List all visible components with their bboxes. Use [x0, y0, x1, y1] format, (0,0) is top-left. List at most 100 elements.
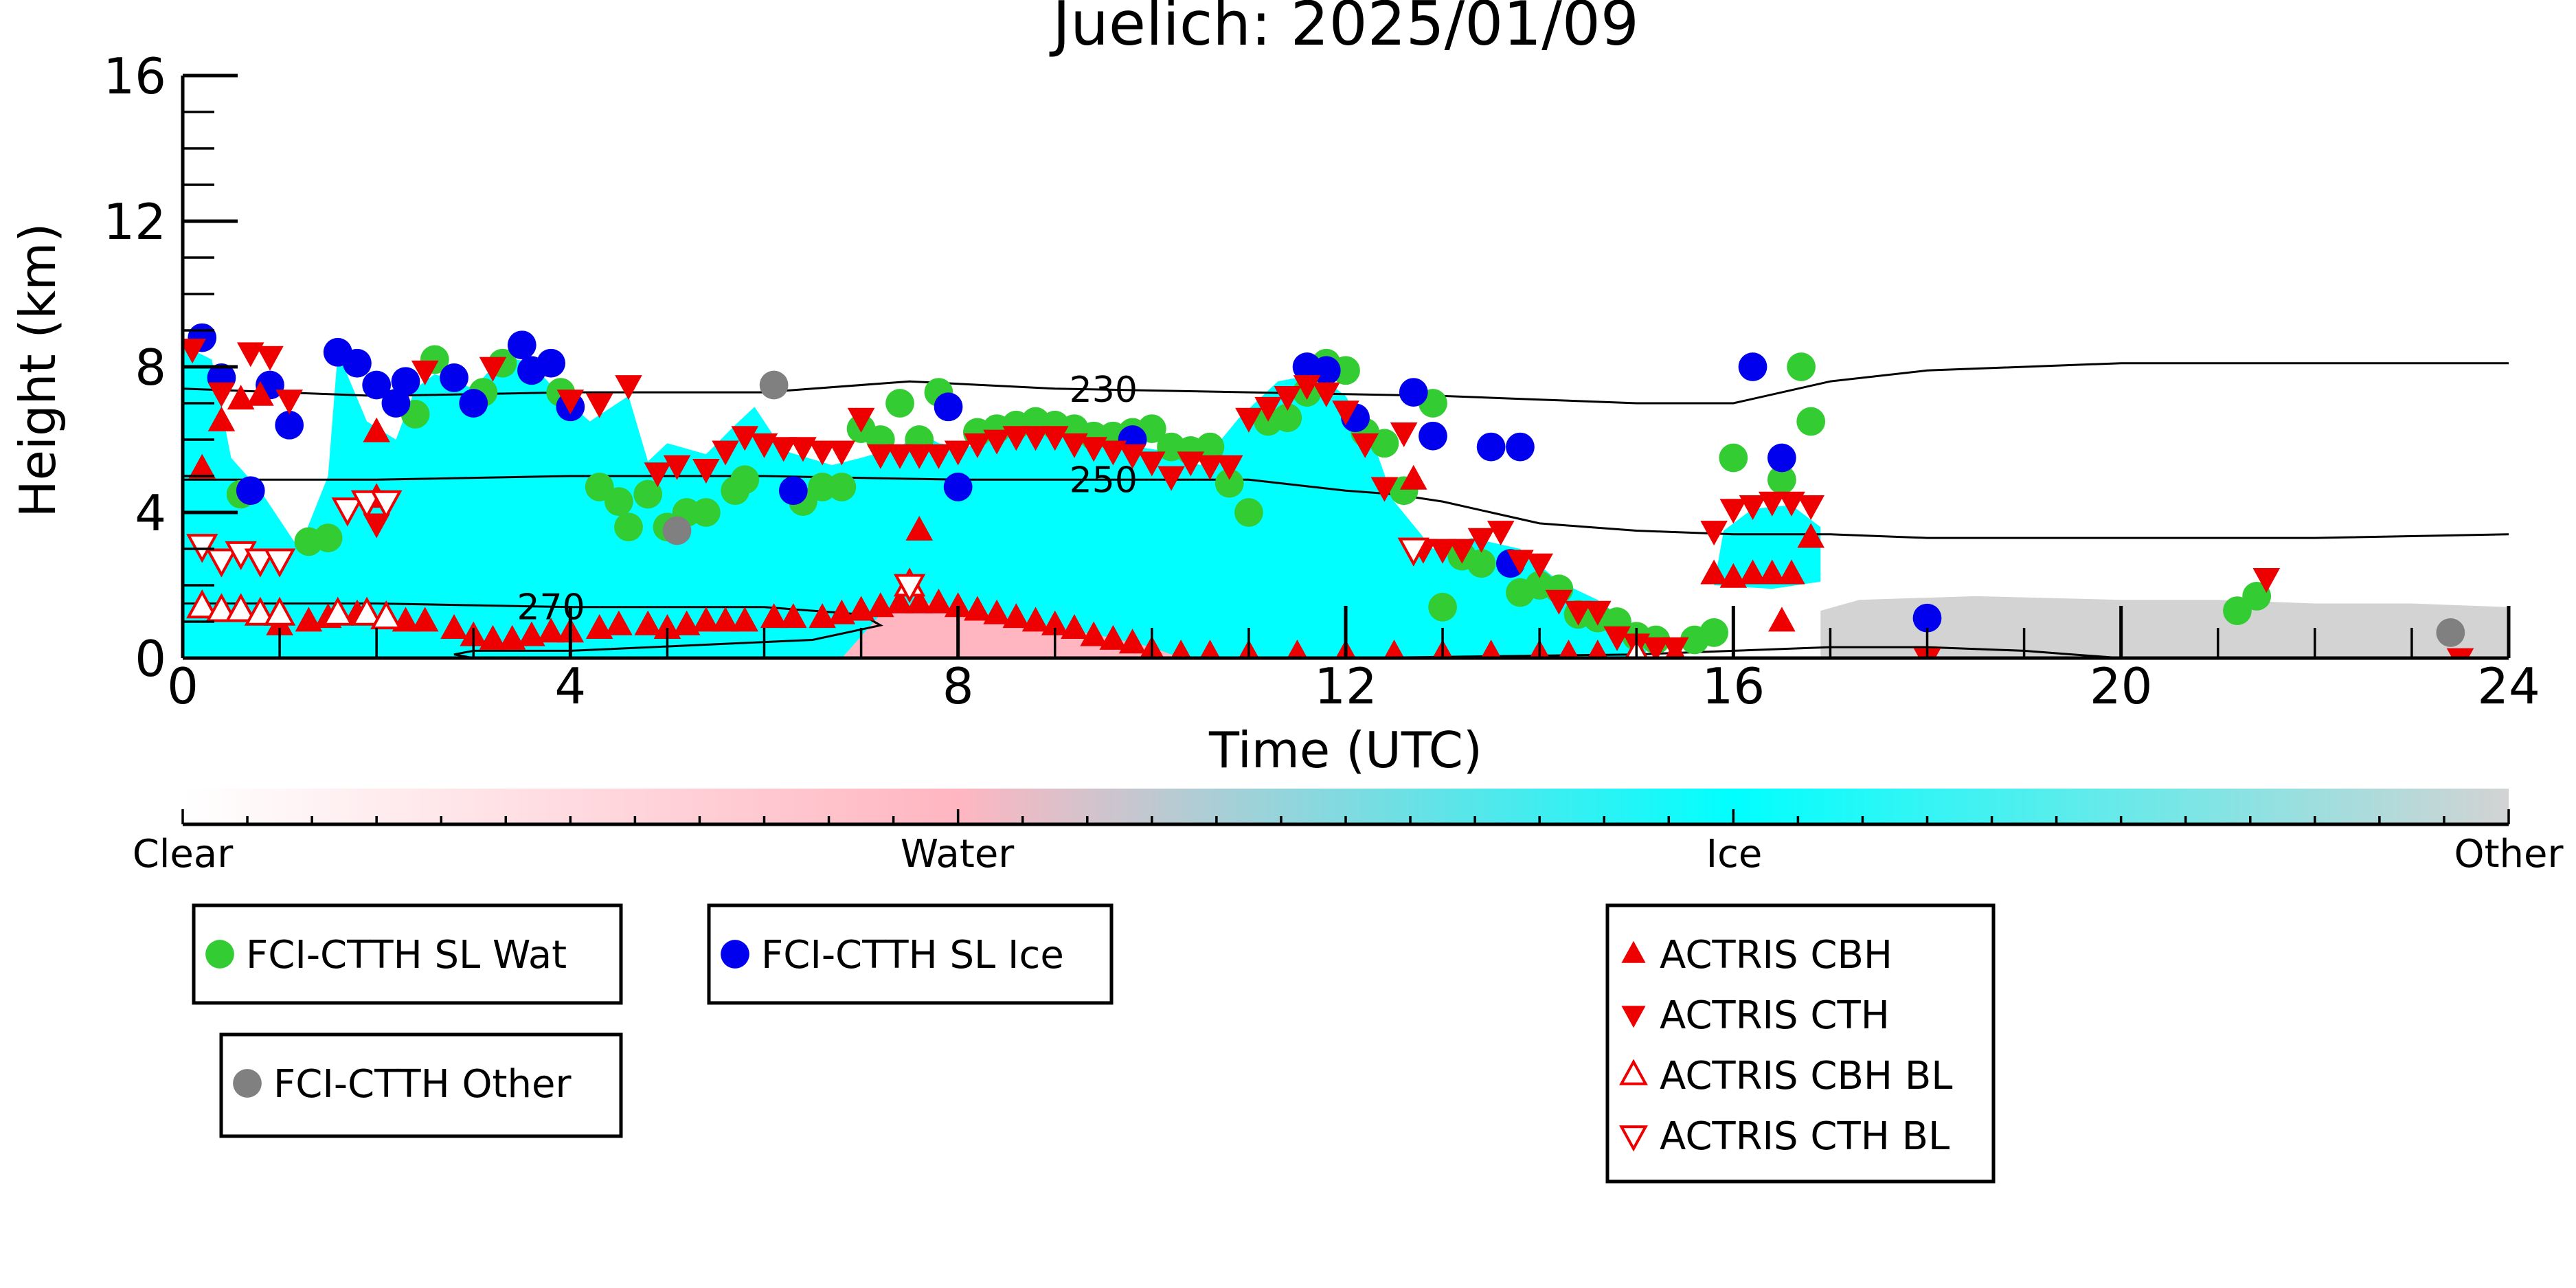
legend-box: FCI-CTTH Other: [219, 1032, 623, 1138]
marker-actris-cth: [1603, 626, 1631, 651]
legends: FCI-CTTH SL Wat FCI-CTTH SL Ice FCI-CTTH O…: [192, 903, 1996, 1184]
y-tick-label: 8: [135, 339, 166, 396]
marker-actris-cth: [1467, 528, 1495, 553]
marker-actris-cth: [789, 437, 817, 462]
contour-line-270: [183, 602, 2509, 658]
marker-actris-cth: [692, 459, 720, 484]
legend-frame: [219, 1032, 623, 1138]
marker-actris-cth: [1719, 499, 1748, 524]
marker-actris-cth: [1584, 600, 1612, 626]
marker-actris-cbh: [847, 596, 875, 621]
marker-actris-cth-bl: [350, 490, 383, 519]
marker-fci-ctth-sl-ice: [275, 410, 304, 440]
marker-fci-ctth-sl-ice: [391, 367, 420, 396]
marker-actris-cbh-bl: [263, 596, 296, 626]
marker-actris-cth: [769, 437, 798, 462]
marker-actris-cbh: [828, 599, 856, 624]
marker-actris-cth-bl: [331, 497, 364, 527]
marker-actris-cth: [750, 433, 778, 458]
marker-actris-cbh: [944, 592, 972, 618]
marker-actris-cbh: [653, 614, 681, 639]
marker-actris-cth: [925, 444, 953, 469]
marker-actris-cth: [1506, 550, 1534, 575]
marker-actris-cth: [556, 389, 585, 415]
marker-actris-cth: [1739, 495, 1767, 520]
marker-actris-cth: [1642, 637, 1670, 658]
marker-actris-cth: [236, 342, 264, 368]
contour-label-250: 250: [1070, 460, 1138, 501]
marker-actris-cth: [363, 513, 390, 539]
marker-actris-cbh: [886, 588, 914, 613]
marker-actris-cbh: [1588, 640, 1608, 658]
cloud-mask-other-region-3: [1820, 596, 2509, 658]
marker-fci-ctth-sl-ice: [343, 348, 372, 378]
marker-fci-ctth-sl-ice: [1419, 421, 1447, 451]
marker-actris-cth: [731, 426, 759, 451]
marker-fci-ctth-sl-ice: [1476, 432, 1506, 462]
marker-actris-cth-bl: [893, 574, 926, 603]
marker-fci-ctth-other: [759, 370, 789, 400]
marker-fci-ctth-sl-wat: [691, 498, 721, 527]
marker-actris-cth: [1235, 407, 1263, 433]
marker-actris-cbh: [634, 610, 662, 635]
series-actris-cbh-bl: [186, 567, 1649, 658]
marker-actris-cth: [1061, 433, 1088, 458]
marker-actris-cbh: [411, 607, 439, 632]
marker-fci-ctth-sl-wat: [1787, 352, 1816, 381]
legend-marker-fci-ctth-other: [233, 1069, 262, 1098]
marker-actris-cbh: [983, 599, 1010, 624]
marker-actris-cbh: [731, 607, 759, 632]
marker-actris-cbh-bl: [186, 589, 218, 619]
marker-actris-cth-bl: [370, 490, 403, 519]
marker-fci-ctth-sl-wat: [1234, 498, 1263, 527]
legend-frame: [192, 903, 623, 1005]
marker-actris-cth: [1274, 386, 1302, 411]
marker-fci-ctth-sl-ice: [1767, 443, 1796, 473]
contour-line-230: [183, 362, 2509, 405]
legend-marker-actris-cbh-bl: [1619, 1059, 1648, 1085]
marker-actris-cth: [1041, 426, 1069, 451]
marker-actris-cth: [1177, 451, 1205, 477]
marker-fci-ctth-sl-wat: [1428, 592, 1457, 622]
marker-actris-cth: [1254, 396, 1282, 422]
marker-actris-cth: [1487, 521, 1515, 546]
marker-fci-ctth-sl-wat: [730, 465, 760, 495]
marker-actris-cbh: [498, 624, 526, 650]
marker-actris-cbh: [809, 603, 836, 629]
marker-actris-cbh: [537, 618, 565, 643]
marker-actris-cbh: [1399, 464, 1427, 490]
legend-label-fci-ctth-sl-ice: FCI-CTTH SL Ice: [761, 933, 1064, 978]
marker-fci-ctth-sl-wat: [827, 473, 857, 501]
marker-actris-cth: [1080, 437, 1107, 462]
marker-actris-cth: [1312, 382, 1340, 407]
colorbar-label-ice: Ice: [1706, 832, 1763, 877]
marker-fci-ctth-sl-ice: [1738, 352, 1767, 381]
marker-actris-cth: [1138, 451, 1166, 477]
marker-actris-cbh-bl: [370, 600, 403, 630]
marker-actris-cth: [712, 440, 739, 466]
legend-marker-actris-cbh: [1621, 940, 1646, 963]
legend-label-actris-cbh-bl: ACTRIS CBH BL: [1660, 1054, 1952, 1098]
axes: 0 4 8 12 16 0 4 8 12 16 20 24: [103, 47, 2540, 715]
marker-actris-cbh: [1768, 607, 1796, 632]
marker-actris-cbh: [605, 610, 633, 635]
series-fci-ctth-other: [662, 370, 2465, 647]
marker-actris-cbh: [1700, 559, 1728, 585]
marker-actris-cth: [1293, 375, 1321, 400]
legend-marker-actris-cth-bl: [1619, 1125, 1648, 1152]
marker-actris-cth-bl: [263, 548, 296, 578]
marker-actris-cth-bl: [244, 548, 277, 578]
marker-actris-cbh: [227, 385, 255, 410]
marker-actris-cth: [1429, 539, 1456, 564]
marker-actris-cbh: [1002, 603, 1030, 629]
marker-actris-cth: [1002, 426, 1030, 451]
marker-actris-cth: [1370, 477, 1399, 502]
marker-actris-cbh: [479, 624, 507, 650]
marker-actris-cbh: [1797, 523, 1824, 548]
legend-label-fci-ctth-other: FCI-CTTH Other: [273, 1062, 572, 1107]
x-tick-label: 24: [2477, 657, 2540, 715]
marker-fci-ctth-sl-ice: [236, 476, 265, 506]
colorbar-ticks: [181, 809, 2510, 824]
marker-fci-ctth-sl-ice: [943, 473, 973, 501]
